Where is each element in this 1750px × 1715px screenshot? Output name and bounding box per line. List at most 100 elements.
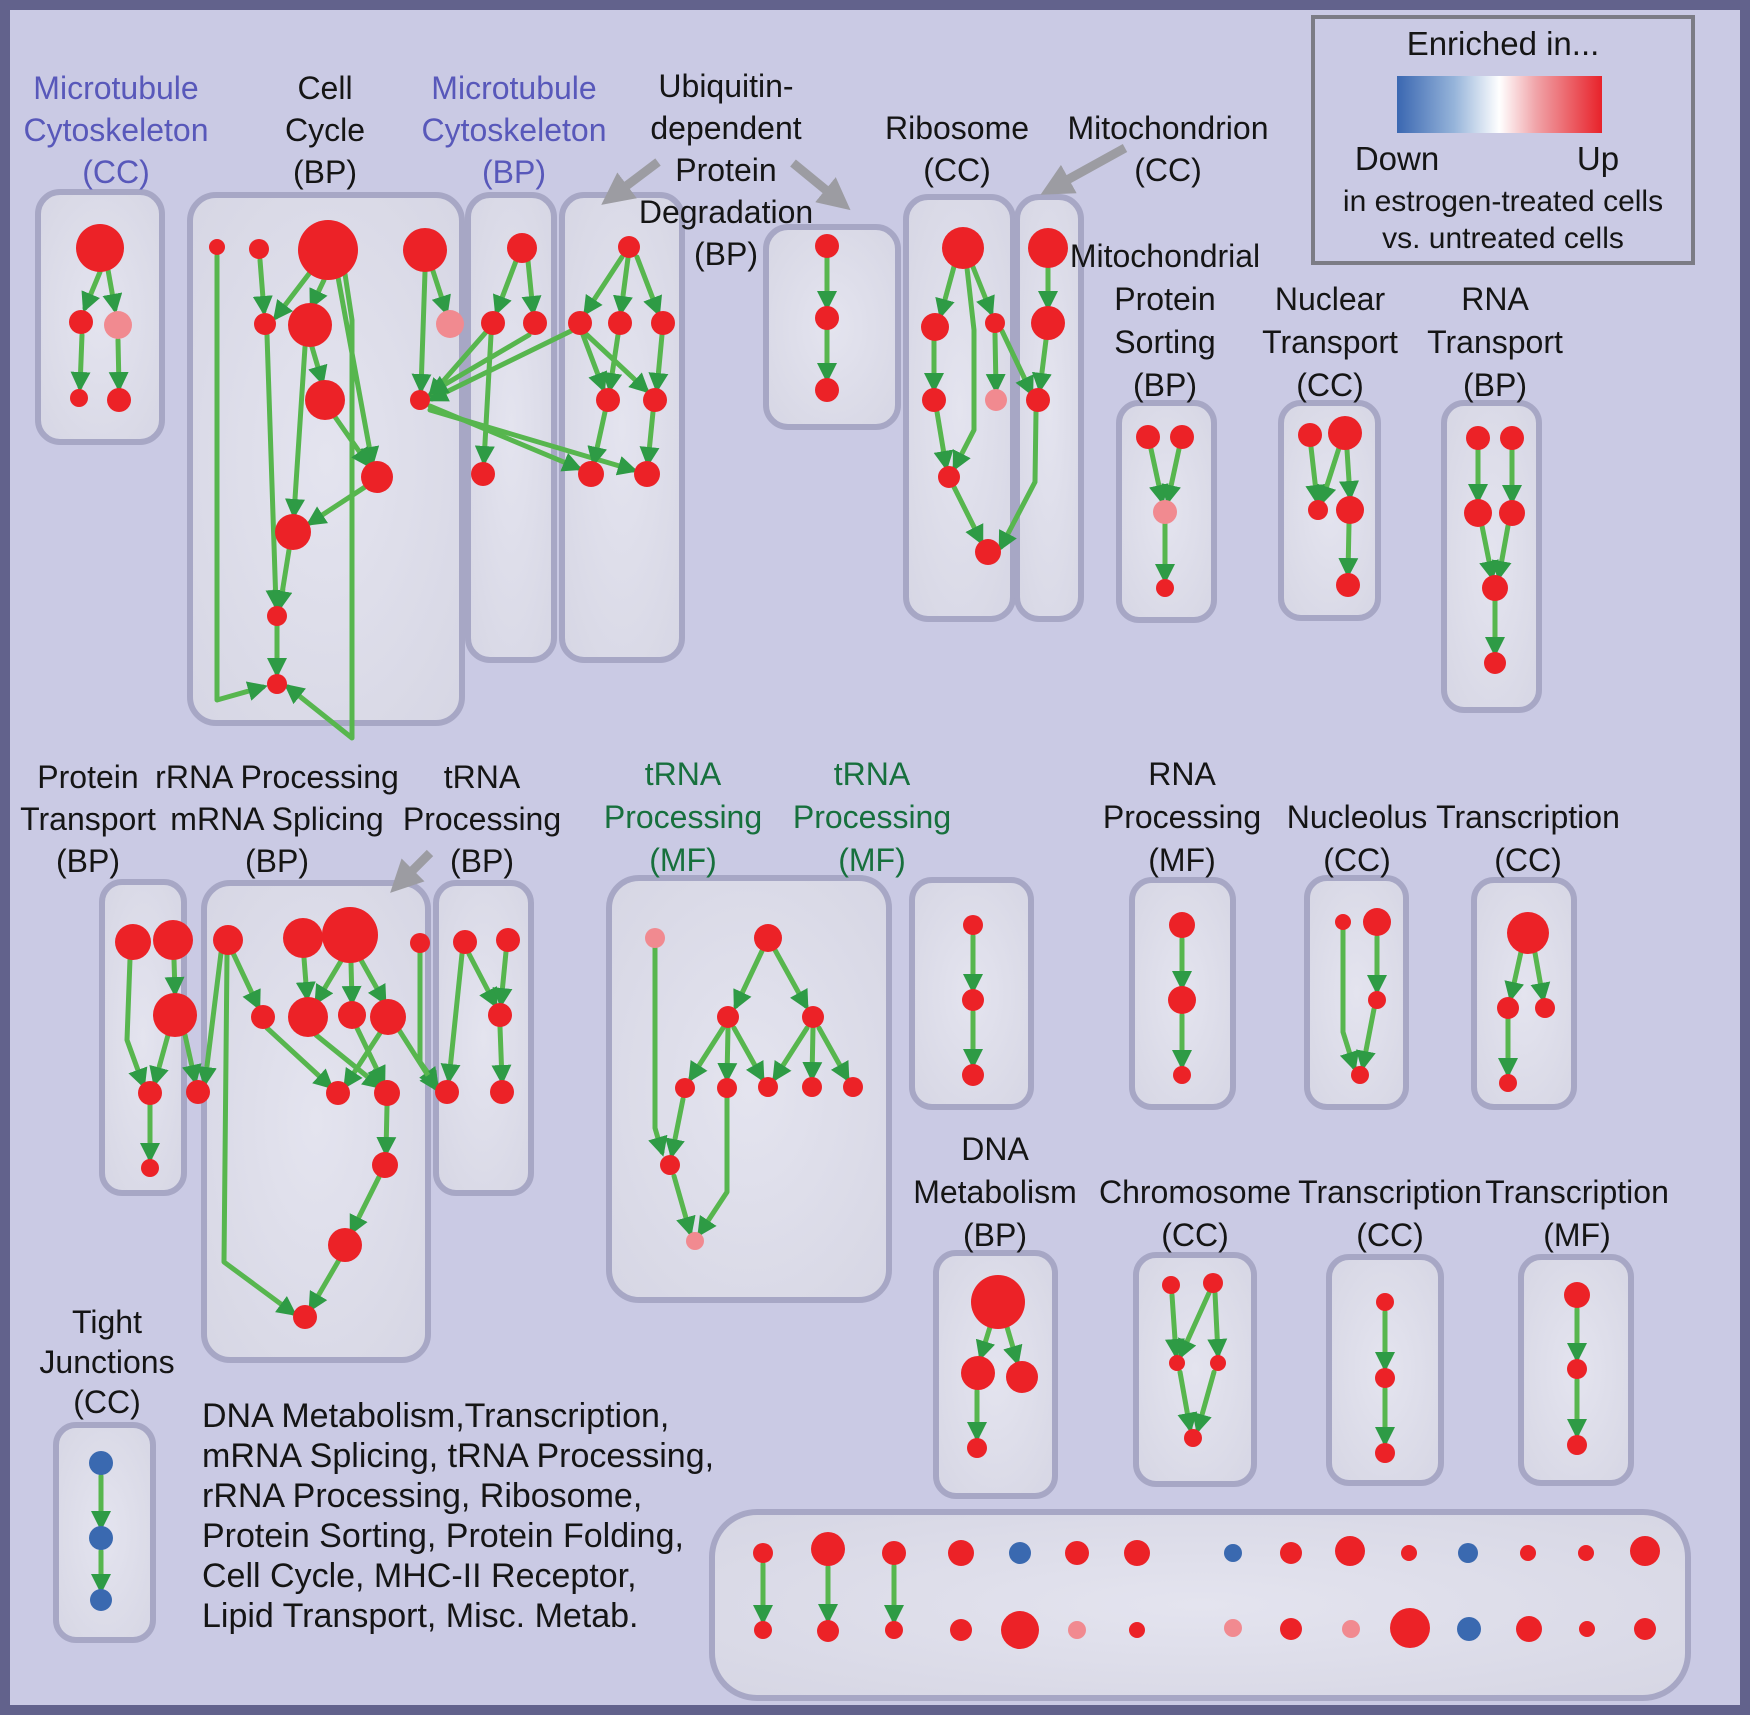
group-label-line: (CC) — [1134, 152, 1202, 188]
group-box-trna-processing-bp — [433, 880, 534, 1196]
go-term-node-up — [922, 388, 946, 412]
go-term-node-up — [1168, 986, 1196, 1014]
relation-arrow — [491, 1024, 512, 1085]
group-box-chromosome — [1133, 1252, 1257, 1487]
go-term-node-up — [1065, 1541, 1089, 1565]
go-term-node-up — [1328, 416, 1362, 450]
go-term-node-up — [267, 606, 287, 626]
go-term-node-up — [1564, 1282, 1590, 1308]
relation-arrow — [264, 1025, 334, 1090]
go-term-node-up — [1129, 1622, 1145, 1638]
group-label-line: Mitochondrion — [1068, 110, 1269, 146]
relation-arrow — [335, 274, 380, 467]
relation-arrow — [284, 271, 355, 741]
go-term-node-up — [254, 313, 276, 335]
relation-arrow — [975, 1324, 995, 1361]
go-term-node-up — [1567, 1359, 1587, 1379]
go-term-node-up — [1466, 426, 1490, 450]
group-label-mitochondrion-cc: Mitochondrion (CC) — [1068, 110, 1269, 188]
go-term-node-weak-up — [686, 1232, 704, 1250]
go-term-node-up — [471, 462, 495, 486]
go-term-node-up — [1579, 1621, 1595, 1637]
group-label-line: Processing — [604, 799, 762, 835]
go-term-node-up — [1170, 425, 1194, 449]
go-term-node-up — [1484, 652, 1506, 674]
go-term-node-up — [481, 311, 505, 335]
group-label-ubiquitin-dependent-protein-degradation-bp: Ubiquitin-dependent Protein Degradation (BP… — [639, 68, 813, 272]
go-term-node-up — [596, 388, 620, 412]
go-term-node-up — [1006, 1361, 1038, 1393]
go-term-node-up — [370, 999, 406, 1035]
legend-down-label: Down — [1355, 140, 1439, 177]
go-term-node-down — [89, 1526, 113, 1550]
group-label-line: RNA — [1461, 281, 1529, 317]
relation-arrow — [933, 409, 954, 471]
go-term-node-up — [618, 236, 640, 258]
go-term-node-up — [815, 306, 839, 330]
misc-categories-note-line: Cell Cycle, MHC-II Receptor, — [202, 1557, 637, 1595]
relation-arrow — [466, 951, 498, 1009]
go-term-node-up — [608, 311, 632, 335]
relation-arrow — [733, 948, 765, 1011]
go-term-node-up — [1390, 1608, 1430, 1648]
go-term-node-up — [758, 1077, 778, 1097]
relation-arrow — [341, 960, 362, 1006]
go-term-node-weak-up — [1068, 1621, 1086, 1639]
go-term-node-up — [70, 389, 88, 407]
go-term-node-up — [1336, 496, 1364, 524]
relation-arrow — [602, 332, 623, 393]
group-label-transcription-cc-1: Transcription (CC) — [1436, 799, 1620, 878]
go-term-node-up — [1499, 500, 1525, 526]
relation-arrow — [221, 952, 298, 1316]
go-term-node-up — [288, 303, 332, 347]
go-term-node-up — [962, 989, 984, 1011]
label-pointer-arrow — [1040, 144, 1128, 195]
go-term-node-up — [507, 233, 537, 263]
group-label-transcription-cc-2: Transcription (CC) — [1298, 1174, 1482, 1253]
legend-up-label: Up — [1577, 140, 1619, 177]
group-label-trna-processing-mf-1: tRNA Processing (MF) — [604, 756, 762, 878]
go-term-node-up — [488, 1003, 512, 1027]
group-box-rrna-processing — [201, 880, 431, 1363]
group-box-dna-metabolism — [933, 1250, 1058, 1499]
go-term-node-up — [298, 220, 358, 280]
go-term-node-up — [1173, 1066, 1191, 1084]
group-label-ribosome-cc: Ribosome (CC) — [885, 110, 1029, 188]
group-label-line: (CC) — [923, 152, 991, 188]
go-term-node-up — [578, 461, 604, 487]
relation-arrow — [1317, 445, 1342, 506]
relation-arrow — [102, 267, 123, 314]
go-term-node-up — [213, 925, 243, 955]
go-term-node-down — [1457, 1617, 1481, 1641]
group-label-line: mRNA Splicing — [170, 801, 383, 837]
go-term-node-up — [1026, 388, 1050, 412]
go-term-node-down — [90, 1589, 112, 1611]
group-label-line: Transport — [1427, 324, 1563, 360]
label-pointer-arrow — [790, 159, 851, 211]
go-term-node-up — [326, 1081, 350, 1105]
group-label-line: Protein — [1114, 281, 1215, 317]
go-term-node-up — [209, 239, 225, 255]
relation-arrow — [634, 254, 662, 317]
go-term-node-up — [802, 1006, 824, 1028]
label-pointer-arrow — [390, 849, 434, 893]
go-term-node-up — [811, 1532, 845, 1566]
relation-arrow — [429, 265, 451, 316]
group-label-line: (BP) — [1133, 367, 1197, 403]
go-term-node-up — [1031, 306, 1065, 340]
relation-arrow — [149, 1032, 171, 1087]
group-label-rrna-processing-mrna-splicing-bp: rRNA Processing mRNA Splicing (BP) — [155, 759, 399, 879]
group-label-line: Transcription — [1485, 1174, 1669, 1210]
relation-arrow — [1192, 1369, 1217, 1434]
relation-arrow — [81, 269, 103, 313]
go-term-node-up — [660, 1155, 680, 1175]
group-label-line: (MF) — [838, 842, 906, 878]
group-label-line: tRNA — [645, 756, 722, 792]
go-term-node-up — [1280, 1542, 1302, 1564]
go-term-node-up — [267, 674, 287, 694]
relation-arrow — [985, 331, 1006, 394]
group-label-line: (BP) — [1463, 367, 1527, 403]
relation-arrow — [1338, 521, 1359, 578]
group-label-cell-cycle-bp: Cell Cycle (BP) — [285, 70, 365, 190]
